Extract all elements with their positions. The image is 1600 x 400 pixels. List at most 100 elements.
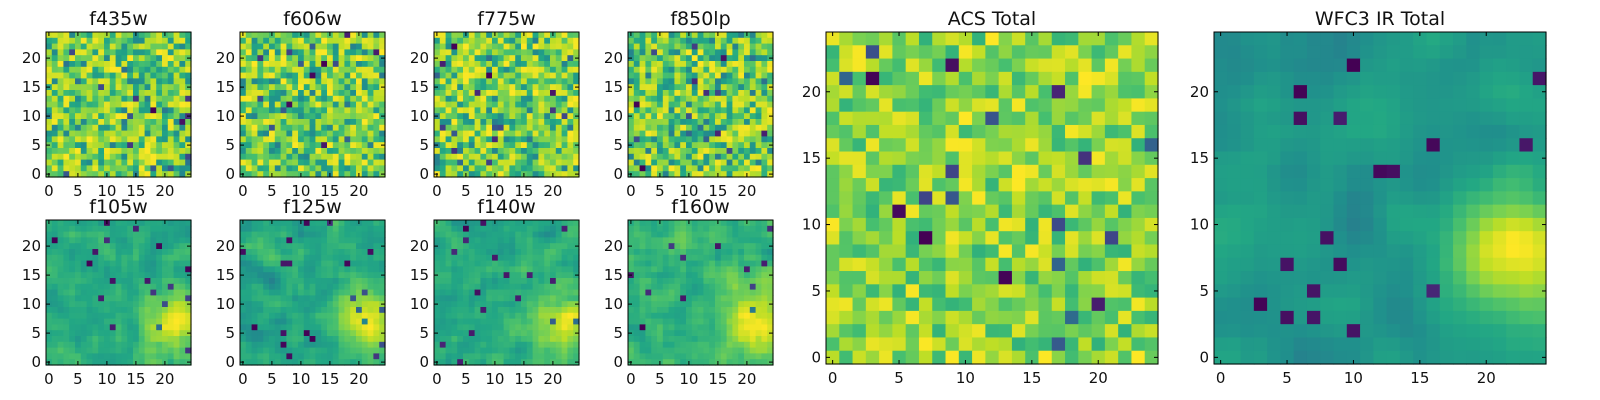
heatmap-cell	[555, 324, 563, 331]
heatmap-cell	[761, 113, 768, 120]
heatmap-cell	[245, 142, 253, 149]
heatmap-cell	[503, 49, 510, 56]
heatmap-cell	[639, 124, 646, 132]
heatmap-cell	[280, 107, 287, 114]
heatmap-cell	[315, 289, 322, 296]
heatmap-cell	[162, 148, 169, 155]
heatmap-cell	[127, 49, 134, 56]
heatmap-cell	[245, 254, 253, 262]
heatmap-cell	[749, 260, 757, 267]
x-tick-label: 5	[461, 182, 471, 200]
heatmap-cell	[133, 142, 140, 149]
heatmap-cell	[361, 43, 369, 50]
y-tick-label: 5	[31, 136, 41, 154]
heatmap-cell	[338, 336, 345, 343]
heatmap-cell	[292, 32, 299, 39]
heatmap-cell	[373, 95, 380, 103]
heatmap-cell	[167, 307, 175, 314]
heatmap-cell	[361, 266, 369, 273]
heatmap-cell	[691, 266, 699, 273]
heatmap-cell	[280, 171, 287, 178]
heatmap-cell	[373, 124, 380, 132]
heatmap-cell	[373, 119, 380, 126]
heatmap-cell	[550, 336, 557, 343]
heatmap-cell	[338, 113, 345, 120]
heatmap-cell	[451, 283, 458, 291]
heatmap-cell	[138, 37, 146, 45]
heatmap-cell	[121, 353, 128, 360]
heatmap-cell	[156, 225, 163, 233]
heatmap-cell	[104, 148, 111, 155]
heatmap-cell	[657, 249, 664, 256]
heatmap-cell	[240, 43, 247, 50]
heatmap-cell	[185, 312, 192, 320]
heatmap-cell	[138, 330, 146, 337]
heatmap-cell	[280, 66, 287, 74]
heatmap-cell	[761, 254, 768, 262]
heatmap-cell	[497, 136, 505, 143]
heatmap-cell	[555, 359, 563, 366]
heatmap-cell	[515, 119, 522, 126]
heatmap-cell	[532, 32, 539, 39]
heatmap-cell	[657, 148, 664, 155]
heatmap-cell	[245, 278, 253, 285]
panel-title: f606w	[283, 8, 342, 30]
heatmap-cell	[492, 66, 499, 74]
heatmap-cell	[356, 243, 363, 250]
heatmap-cell	[463, 101, 470, 108]
heatmap-cell	[350, 49, 357, 56]
heatmap-cell	[686, 136, 693, 143]
heatmap-cell	[51, 61, 59, 68]
heatmap-cell	[633, 307, 641, 314]
heatmap-cell	[561, 312, 568, 320]
heatmap-cell	[240, 37, 247, 45]
heatmap-cell	[257, 266, 264, 273]
heatmap-cell	[144, 61, 151, 68]
heatmap-cell	[503, 55, 510, 62]
heatmap-cell	[674, 72, 681, 79]
heatmap-cell	[480, 324, 487, 331]
heatmap-cell	[298, 254, 305, 262]
heatmap-cell	[767, 78, 774, 85]
heatmap-cell	[555, 153, 563, 161]
heatmap-cell	[292, 324, 299, 331]
heatmap-cell	[46, 119, 53, 126]
heatmap-cell	[367, 324, 374, 331]
heatmap-cell	[755, 266, 762, 273]
heatmap-cell	[561, 307, 568, 314]
heatmap-cell	[109, 119, 117, 126]
heatmap-cell	[350, 124, 357, 132]
heatmap-cell	[156, 266, 163, 273]
heatmap-cell	[550, 266, 557, 273]
heatmap-cell	[274, 301, 282, 308]
heatmap-cell	[98, 272, 105, 279]
heatmap-cell	[633, 225, 641, 233]
heatmap-cell	[98, 278, 105, 285]
heatmap-cell	[720, 148, 728, 155]
heatmap-cell	[57, 72, 64, 79]
heatmap-cell	[98, 260, 105, 267]
heatmap-cell	[257, 289, 264, 296]
heatmap-cell	[121, 324, 128, 331]
heatmap-cell	[144, 249, 151, 256]
heatmap-cell	[86, 243, 93, 250]
heatmap-cell	[492, 90, 499, 97]
heatmap-cell	[720, 165, 728, 172]
heatmap-cell	[497, 159, 505, 166]
heatmap-cell	[674, 301, 681, 308]
heatmap-cell	[46, 336, 53, 343]
heatmap-cell	[379, 225, 386, 233]
heatmap-cell	[451, 341, 458, 349]
heatmap-cell	[492, 278, 499, 285]
heatmap-cell	[350, 142, 357, 149]
heatmap-cell	[633, 107, 641, 114]
heatmap-cell	[749, 124, 757, 132]
heatmap-cell	[185, 66, 192, 74]
heatmap-cell	[269, 295, 276, 302]
heatmap-cell	[298, 55, 305, 62]
heatmap-cell	[474, 324, 481, 331]
heatmap-cell	[240, 90, 247, 97]
heatmap-cell	[628, 148, 635, 155]
heatmap-cell	[133, 330, 140, 337]
heatmap-cell	[749, 231, 757, 238]
